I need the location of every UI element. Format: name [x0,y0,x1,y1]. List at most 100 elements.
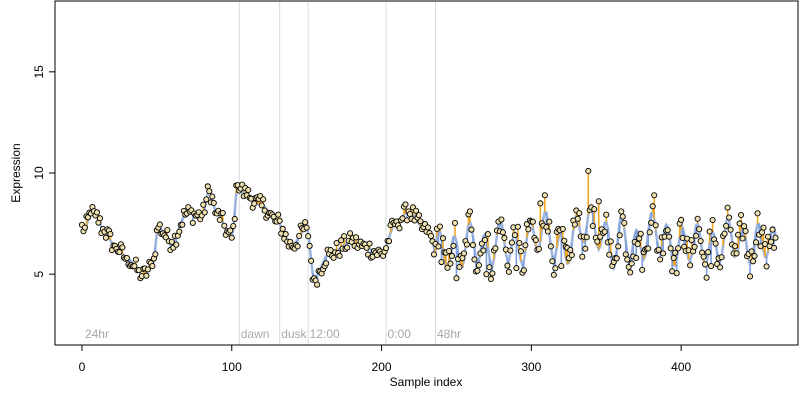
data-point [648,219,655,226]
phase-label: 0:00 [388,327,412,341]
data-point [402,201,409,208]
data-point [558,263,565,270]
data-point [144,266,151,273]
data-point [678,216,685,223]
plot-frame [54,0,799,346]
data-point [305,233,312,240]
data-point [486,264,493,271]
data-point [303,224,310,231]
x-axis: 0 100 200 300 400 [79,344,691,374]
data-point [363,244,370,251]
data-point [742,228,749,235]
data-point [474,267,481,274]
data-point [119,244,126,251]
y-tick-label: 5 [32,271,46,278]
data-point [275,211,282,218]
data-point [767,238,775,245]
data-point [227,227,234,234]
data-point [107,230,114,238]
data-point [176,228,183,235]
data-point [412,207,420,214]
data-point [567,246,574,254]
data-point [670,254,677,262]
data-point [386,238,393,245]
data-point [131,263,138,270]
data-point [666,233,673,240]
data-point [466,208,473,215]
data-point [453,275,460,282]
data-point [448,252,456,260]
phase-label: dusk [281,327,307,341]
data-point [691,243,698,250]
data-point [748,248,755,255]
data-point [624,256,631,263]
data-point [622,251,629,258]
data-point [203,196,210,203]
data-point [645,245,652,252]
data-point [576,210,583,217]
data-point [516,239,523,247]
data-point [276,217,283,224]
data-point [481,236,488,244]
data-point [294,243,301,250]
data-point [445,247,453,255]
data-point [727,226,734,233]
data-point [579,253,586,260]
data-point [693,232,700,239]
data-point [505,268,512,275]
data-point [747,273,754,280]
data-point [529,218,536,225]
data-point [96,215,103,222]
data-point [282,231,289,238]
data-point [657,256,664,263]
data-point [741,223,748,230]
data-point [366,240,373,247]
data-point [302,219,309,226]
data-point [552,265,559,272]
data-point [435,243,442,250]
data-point [173,241,180,248]
data-point [451,219,459,226]
phase-label: 48hr [437,327,461,341]
phase-label: 24hr [85,327,109,341]
data-point [520,267,527,274]
data-point [210,199,217,206]
data-point [769,226,776,233]
data-point [688,237,695,244]
data-point [735,231,742,238]
data-point [627,269,634,276]
data-point [541,192,548,199]
data-point [489,270,496,277]
data-point [102,234,109,241]
x-tick-label: 300 [521,360,541,374]
data-point [219,209,226,217]
data-point [206,188,213,195]
data-point [621,219,628,226]
data-point [708,263,715,270]
data-point [484,231,491,238]
x-tick-label: 200 [372,360,392,374]
data-point [673,270,680,277]
data-point [583,234,590,241]
data-point [330,254,337,261]
x-axis-title: Sample index [390,375,463,389]
data-point [245,186,252,194]
data-point [460,250,467,257]
data-point [81,224,89,231]
data-point [189,219,196,226]
data-point [591,206,598,213]
data-point [703,274,710,281]
data-point [649,203,656,210]
data-point [471,256,478,263]
data-point [770,244,778,251]
data-point [347,230,354,237]
data-point [306,242,313,249]
data-point [736,220,743,227]
data-point [709,216,716,224]
data-point [438,258,445,266]
y-tick-label: 10 [32,166,46,180]
data-point [439,235,447,242]
data-point [333,240,340,247]
data-point [537,200,544,207]
data-point [705,249,712,256]
